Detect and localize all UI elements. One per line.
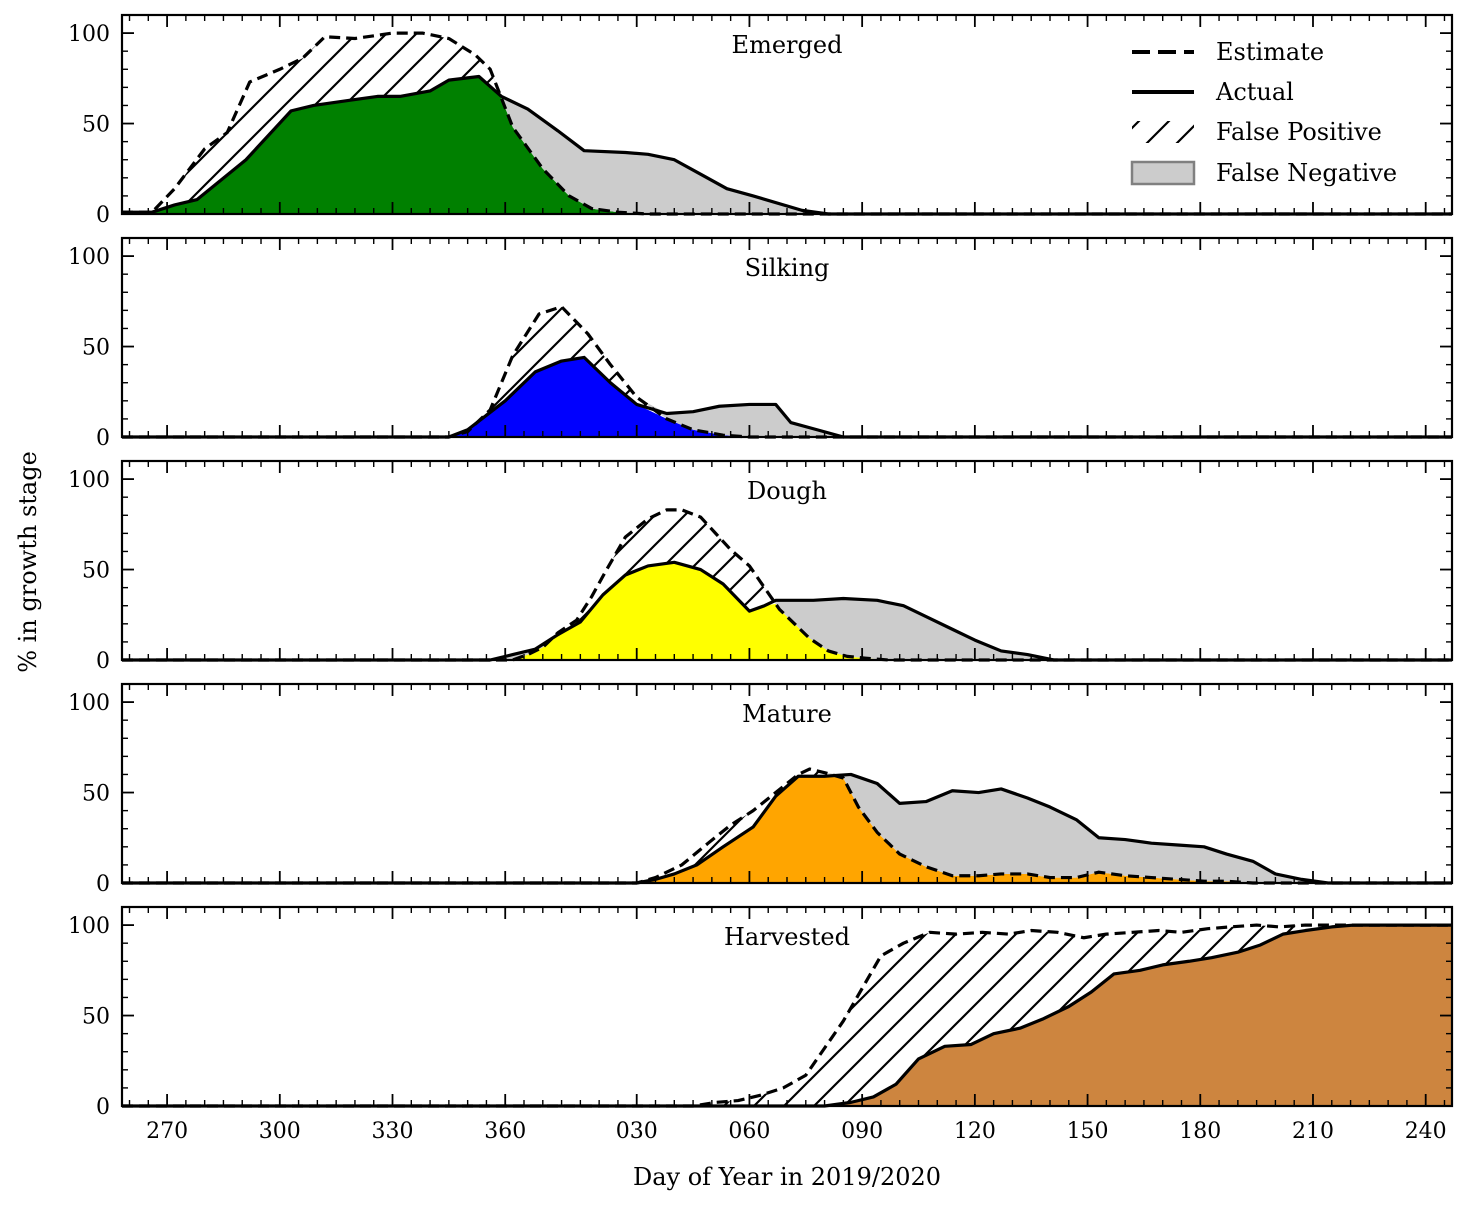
panel-harvested: 0 50 100 Harvested 270 300 330 360 030 060 090 120 1… [68,905,1454,1144]
x-tick-label: 030 [616,1119,658,1144]
y-tick-label: 0 [96,872,110,897]
x-tick-label: 240 [1405,1119,1447,1144]
x-axis-title: Day of Year in 2019/2020 [633,1163,941,1191]
false-positive-area [122,925,1452,1106]
x-tick-label: 180 [1179,1119,1221,1144]
overlap-area [122,776,1452,883]
y-tick-label: 0 [96,1095,110,1120]
legend-label: Estimate [1216,38,1324,66]
y-tick-label: 0 [96,203,110,228]
estimate-line [122,923,1452,1108]
legend: Estimate Actual False Positive False Negati… [1130,38,1397,187]
legend-item: False Negative [1130,159,1397,187]
y-axis-title: % in growth stage [14,451,42,673]
actual-line [122,923,1452,1108]
y-tick-label: 100 [68,245,110,270]
legend-label: Actual [1215,78,1294,106]
actual-line [122,74,1452,216]
panel-emerged: 0 50 100 Emerged [68,13,1454,228]
y-tick-label: 50 [82,782,110,807]
panels: 0 50 100 Emerged 0 50 100 Silking 0 50 100 Dough 0 50… [68,13,1454,1144]
y-tick-label: 0 [96,426,110,451]
x-tick-label: 210 [1292,1119,1334,1144]
legend-label: False Negative [1216,159,1397,187]
x-tick-label: 090 [841,1119,883,1144]
panel-title: Mature [742,700,832,728]
legend-item: False Positive [1132,118,1382,146]
x-tick-label: 270 [146,1119,188,1144]
false-negative-area [122,769,1452,883]
panel-title: Harvested [724,923,850,951]
overlap-area [122,562,1452,660]
x-tick-label: 300 [259,1119,301,1144]
panel-mature: 0 50 100 Mature [68,682,1454,897]
estimate-line [122,767,1452,885]
panel-title: Dough [747,477,827,505]
y-tick-label: 100 [68,468,110,493]
legend-swatch-false-positive [1132,121,1194,143]
x-tick-label: 150 [1067,1119,1109,1144]
legend-label: False Positive [1216,118,1382,146]
overlap-area [122,76,1452,214]
x-tick-label: 330 [372,1119,414,1144]
y-tick-label: 50 [82,559,110,584]
y-tick-label: 0 [96,649,110,674]
y-tick-label: 100 [68,691,110,716]
panel-title: Emerged [732,31,843,59]
actual-line [122,772,1452,885]
y-tick-label: 100 [68,914,110,939]
legend-item: Estimate [1132,38,1324,66]
y-tick-label: 100 [68,22,110,47]
panel-dough: 0 50 100 Dough [68,459,1454,674]
legend-swatch-false-negative [1130,160,1196,186]
legend-item: Actual [1132,78,1294,106]
actual-line [122,560,1452,662]
panel-silking: 0 50 100 Silking [68,236,1454,451]
estimate-line [122,31,1452,216]
x-tick-label: 120 [954,1119,996,1144]
panel-title: Silking [745,254,830,282]
estimate-line [122,305,1452,439]
x-tick-label: 360 [484,1119,526,1144]
y-tick-label: 50 [82,336,110,361]
estimate-line [122,508,1452,662]
y-tick-label: 50 [82,1005,110,1030]
y-tick-label: 50 [82,113,110,138]
overlap-area [122,925,1452,1106]
x-tick-label: 060 [728,1119,770,1144]
